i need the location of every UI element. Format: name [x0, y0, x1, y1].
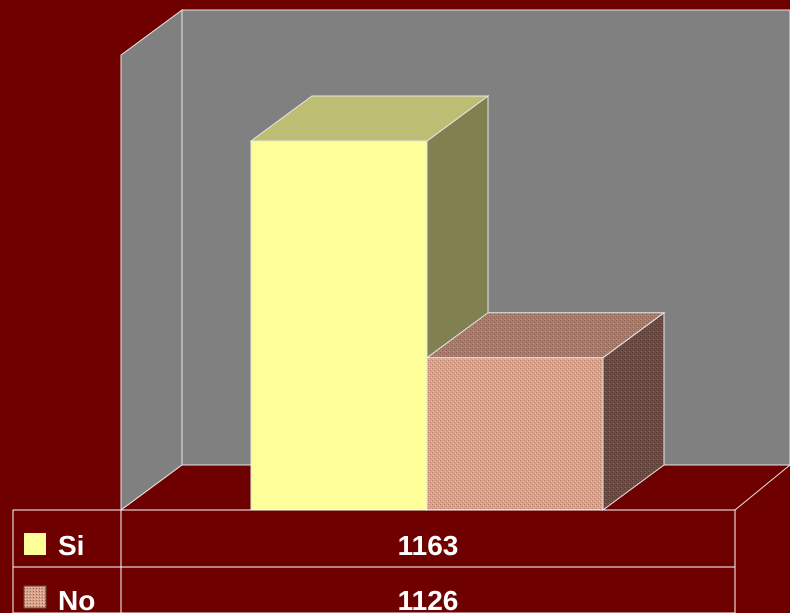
data-table: Si 1163 No 1126	[12, 509, 736, 613]
row-value-no: 1126	[398, 585, 459, 613]
row-value-si: 1163	[398, 530, 459, 561]
bar-no	[425, 311, 666, 511]
data-table-grid	[12, 509, 736, 613]
row-label-no: No	[58, 585, 95, 613]
legend-swatch-si	[24, 533, 46, 555]
bar-no-front	[426, 357, 604, 511]
bar-si-front	[250, 140, 428, 511]
bars-group	[249, 95, 666, 511]
legend-swatch-no	[23, 585, 47, 609]
left-wall	[120, 9, 183, 511]
row-label-si: Si	[58, 530, 84, 561]
